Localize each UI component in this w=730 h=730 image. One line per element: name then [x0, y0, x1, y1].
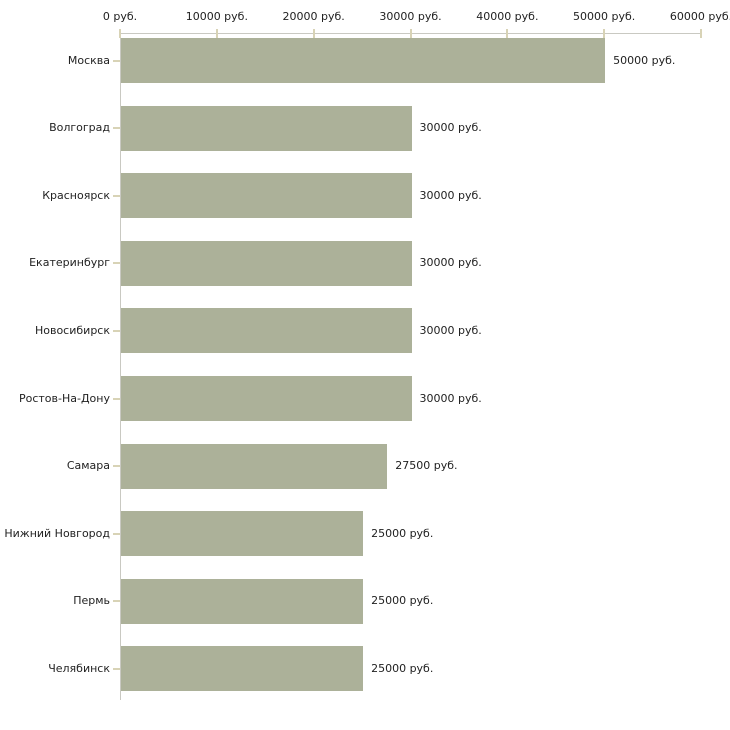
x-axis-tick-label: 50000 руб. [573, 10, 636, 23]
category-label: Нижний Новгород [4, 526, 110, 540]
x-axis-tick [119, 29, 121, 38]
value-label: 50000 руб. [613, 53, 676, 67]
y-axis-tick [113, 397, 120, 400]
value-label: 30000 руб. [419, 188, 482, 202]
bar-5 [121, 308, 412, 354]
value-label: 30000 руб. [419, 391, 482, 405]
y-axis-tick [113, 194, 120, 197]
bar-8 [121, 511, 364, 557]
value-label: 25000 руб. [371, 526, 434, 540]
y-axis-tick [113, 532, 120, 535]
x-axis-tick-label: 60000 руб. [669, 10, 730, 23]
bar-4 [121, 240, 412, 286]
x-axis-tick-label: 20000 руб. [282, 10, 345, 23]
bar-6 [121, 376, 412, 421]
x-axis-tick [215, 29, 218, 38]
y-axis-tick [113, 465, 120, 468]
value-label: 27500 руб. [395, 459, 458, 473]
x-axis-tick-label: 40000 руб. [476, 10, 539, 23]
y-axis-line [120, 33, 121, 700]
category-label: Пермь [73, 594, 110, 608]
x-axis-tick-label: 10000 руб. [185, 10, 248, 23]
x-axis-tick [409, 29, 412, 38]
category-label: Красноярск [42, 188, 110, 202]
y-axis-tick [113, 600, 120, 603]
value-label: 25000 руб. [371, 594, 434, 608]
y-axis-tick [113, 329, 120, 332]
y-axis-tick [113, 127, 120, 130]
category-label: Ростов-На-Дону [18, 391, 110, 405]
value-label: 25000 руб. [371, 661, 434, 675]
value-label: 30000 руб. [419, 121, 482, 135]
value-label: 30000 руб. [419, 256, 482, 270]
y-axis-tick [113, 59, 120, 62]
category-label: Москва [67, 53, 110, 67]
bar-3 [121, 173, 412, 219]
x-axis-tick [603, 29, 606, 38]
category-label: Волгоград [49, 121, 110, 135]
x-axis-tick [700, 29, 702, 38]
y-axis-tick [113, 667, 120, 670]
y-axis-tick [113, 262, 120, 265]
x-axis-tick-label: 30000 руб. [379, 10, 442, 23]
x-axis-tick [312, 29, 315, 38]
bar-10 [121, 646, 364, 692]
bar-7 [121, 443, 388, 489]
category-label: Челябинск [48, 661, 110, 675]
value-label: 30000 руб. [419, 323, 482, 337]
x-axis-tick [506, 29, 509, 38]
x-axis-tick-label: 0 руб. [102, 10, 138, 23]
category-label: Самара [66, 459, 110, 473]
bar-9 [121, 578, 364, 624]
bar-2 [121, 105, 412, 151]
bar-1 [121, 38, 606, 83]
category-label: Новосибирск [34, 323, 110, 337]
category-label: Екатеринбург [29, 256, 110, 270]
